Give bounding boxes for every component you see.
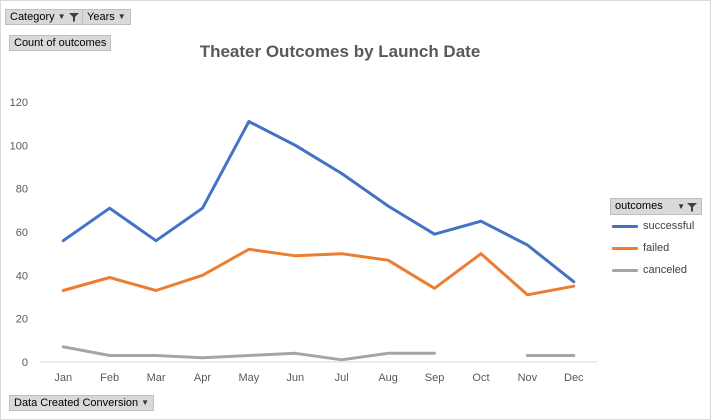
- y-tick-label-5: 100: [10, 140, 28, 152]
- y-axis: 0 20 40 60 80 100 120: [10, 97, 28, 369]
- x-tick-label-apr: Apr: [194, 372, 211, 384]
- x-tick-label-jun: Jun: [286, 372, 304, 384]
- category-filter-button[interactable]: Category ▼: [5, 9, 84, 25]
- legend-swatch-successful: [612, 224, 638, 228]
- y-tick-label-4: 80: [16, 184, 28, 196]
- years-filter-button[interactable]: Years ▼: [82, 9, 131, 25]
- legend-items: successful failed canceled: [610, 215, 702, 281]
- chevron-down-icon: ▼: [57, 12, 66, 21]
- chevron-down-icon: ▼: [677, 202, 685, 211]
- legend-item-canceled: canceled: [610, 259, 702, 281]
- x-tick-label-jan: Jan: [54, 372, 72, 384]
- y-tick-label-0: 0: [22, 357, 28, 369]
- legend-label-failed: failed: [643, 242, 670, 254]
- values-field-button[interactable]: Count of outcomes: [9, 35, 112, 51]
- legend-header: outcomes: [615, 200, 663, 212]
- axis-field-button[interactable]: Data Created Conversion ▼: [9, 395, 155, 411]
- filter-icon: [68, 13, 79, 22]
- x-tick-label-jul: Jul: [335, 372, 349, 384]
- legend-label-successful: successful: [643, 220, 695, 232]
- series-line-canceled: [61, 345, 576, 362]
- x-tick-label-mar: Mar: [147, 372, 166, 384]
- x-tick-label-aug: Aug: [378, 372, 398, 384]
- legend-label-canceled: canceled: [643, 264, 688, 276]
- chevron-down-icon: ▼: [117, 12, 126, 21]
- legend-item-successful: successful: [610, 215, 702, 237]
- y-tick-label-1: 20: [16, 314, 28, 326]
- legend-item-failed: failed: [610, 237, 702, 259]
- x-tick-label-may: May: [238, 372, 259, 384]
- series-line-failed: [61, 247, 576, 297]
- axis-field-label: Data Created Conversion: [14, 397, 139, 409]
- x-tick-label-feb: Feb: [100, 372, 119, 384]
- x-axis: Jan Feb Mar Apr May Jun Jul Aug Sep Oct Nov Dec: [40, 361, 597, 384]
- y-tick-label-3: 60: [16, 227, 28, 239]
- series-layer: [61, 120, 576, 362]
- y-tick-label-2: 40: [16, 270, 28, 282]
- x-tick-label-oct: Oct: [472, 372, 489, 384]
- chevron-down-icon: ▼: [141, 398, 150, 407]
- filter-icon: [687, 202, 697, 212]
- legend: outcomes ▼ successful failed canceled: [610, 198, 702, 281]
- x-tick-label-dec: Dec: [564, 372, 584, 384]
- years-filter-label: Years: [87, 11, 115, 23]
- values-field-label: Count of outcomes: [14, 37, 107, 49]
- x-tick-label-nov: Nov: [518, 372, 538, 384]
- chart-title: Theater Outcomes by Launch Date: [199, 42, 481, 61]
- series-line-successful: [61, 120, 576, 284]
- y-tick-label-6: 120: [10, 97, 28, 109]
- legend-swatch-failed: [612, 246, 638, 250]
- x-tick-label-sep: Sep: [425, 372, 445, 384]
- legend-swatch-canceled: [612, 268, 638, 272]
- category-filter-label: Category: [10, 11, 55, 23]
- outcomes-filter-button[interactable]: outcomes ▼: [610, 198, 702, 215]
